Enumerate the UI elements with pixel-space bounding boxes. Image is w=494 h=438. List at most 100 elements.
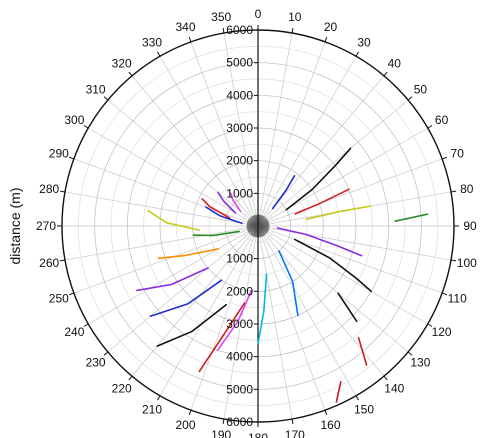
series-line bbox=[157, 248, 220, 260]
angle-tick-label: 270 bbox=[36, 219, 56, 233]
angle-tick-mark bbox=[103, 96, 109, 101]
angle-tick-mark bbox=[427, 125, 433, 129]
angle-tick-mark bbox=[59, 190, 66, 193]
angle-gridline bbox=[261, 236, 326, 411]
angle-tick-mark bbox=[59, 259, 66, 262]
angle-tick-label: 150 bbox=[354, 403, 374, 417]
angle-tick-mark bbox=[68, 156, 74, 160]
radial-tick-label: 5000 bbox=[226, 382, 253, 396]
series-line bbox=[198, 302, 246, 373]
angle-gridline bbox=[159, 235, 253, 396]
angle-tick-label: 350 bbox=[211, 10, 231, 24]
angle-gridline bbox=[64, 227, 247, 261]
angle-tick-mark bbox=[188, 410, 192, 416]
angle-gridline bbox=[259, 237, 293, 420]
angle-gridline bbox=[131, 234, 251, 377]
angle-gridline bbox=[267, 127, 428, 221]
series-line bbox=[229, 192, 242, 213]
angle-gridline bbox=[265, 234, 385, 377]
angle-tick-label: 140 bbox=[384, 381, 404, 395]
angle-gridline bbox=[266, 233, 409, 353]
angle-tick-label: 50 bbox=[414, 83, 428, 97]
angle-tick-mark bbox=[291, 418, 294, 425]
angle-gridline bbox=[223, 237, 257, 420]
angle-tick-mark bbox=[450, 259, 457, 262]
angle-tick-label: 230 bbox=[86, 355, 106, 369]
radial-tick-label: 6000 bbox=[226, 415, 253, 429]
angle-gridline bbox=[107, 99, 250, 219]
angle-tick-label: 130 bbox=[410, 355, 430, 369]
angle-tick-label: 290 bbox=[49, 147, 69, 161]
series-line bbox=[335, 381, 342, 403]
radial-tick-label: 3000 bbox=[226, 121, 253, 135]
angle-gridline bbox=[267, 231, 428, 325]
angle-tick-label: 220 bbox=[112, 381, 132, 395]
angle-gridline bbox=[223, 32, 257, 215]
series-line bbox=[294, 188, 350, 215]
series-line bbox=[192, 230, 240, 237]
angle-tick-mark bbox=[188, 36, 192, 42]
series-line bbox=[217, 191, 237, 214]
angle-tick-label: 190 bbox=[211, 428, 231, 438]
angle-tick-label: 110 bbox=[448, 292, 467, 306]
radial-tick-label: 5000 bbox=[226, 56, 253, 70]
angle-tick-mark bbox=[222, 27, 225, 34]
angle-tick-mark bbox=[355, 395, 359, 401]
series-line bbox=[149, 279, 223, 318]
angle-tick-mark bbox=[68, 292, 74, 296]
angle-tick-label: 30 bbox=[357, 35, 371, 49]
series-line bbox=[278, 250, 299, 317]
angle-tick-mark bbox=[83, 323, 89, 327]
series-line bbox=[285, 147, 352, 211]
series-line bbox=[257, 273, 268, 345]
angle-gridline bbox=[190, 236, 255, 411]
angle-tick-label: 320 bbox=[112, 57, 132, 71]
angle-tick-label: 70 bbox=[451, 147, 465, 161]
angle-tick-labels: 0 10 20 30 40 50 60 70 80 90 100 110 120 130 140 150 160… bbox=[36, 7, 477, 438]
angle-gridline bbox=[190, 41, 255, 216]
radial-tick-label: 4000 bbox=[226, 350, 253, 364]
series-line bbox=[216, 290, 252, 352]
angle-tick-label: 10 bbox=[288, 10, 302, 24]
angle-gridline bbox=[159, 56, 253, 217]
angle-gridline bbox=[265, 75, 385, 218]
series-line bbox=[205, 206, 243, 224]
angle-tick-label: 170 bbox=[285, 428, 305, 438]
angle-tick-mark bbox=[83, 125, 89, 129]
angle-tick-mark bbox=[407, 351, 413, 356]
angle-gridline bbox=[64, 191, 247, 225]
angle-tick-mark bbox=[128, 375, 133, 381]
radial-tick-label: 4000 bbox=[226, 88, 253, 102]
angle-tick-label: 0 bbox=[255, 7, 262, 21]
angle-tick-mark bbox=[157, 51, 161, 57]
radial-tick-label: 3000 bbox=[226, 317, 253, 331]
series-line bbox=[337, 292, 358, 323]
angle-tick-label: 120 bbox=[432, 325, 452, 339]
series-line bbox=[276, 227, 363, 257]
angle-tick-label: 250 bbox=[49, 292, 69, 306]
angle-tick-label: 280 bbox=[39, 182, 59, 196]
series-line bbox=[147, 209, 201, 231]
angle-tick-label: 80 bbox=[460, 182, 474, 196]
radial-tick-labels: 1000 1000 2000 2000 3000 3000 4000 4000 5000 5000… bbox=[226, 23, 253, 429]
angle-tick-label: 260 bbox=[39, 256, 59, 270]
angle-tick-label: 330 bbox=[142, 35, 162, 49]
angle-tick-mark bbox=[222, 418, 225, 425]
angle-tick-mark bbox=[407, 96, 413, 101]
angle-gridline bbox=[266, 99, 409, 219]
radial-tick-label: 1000 bbox=[226, 186, 253, 200]
angle-gridline bbox=[263, 235, 357, 396]
angle-gridline bbox=[88, 231, 249, 325]
angle-tick-label: 240 bbox=[64, 325, 84, 339]
series-line bbox=[357, 336, 368, 366]
angle-gridline bbox=[261, 41, 326, 216]
angle-tick-label: 310 bbox=[86, 83, 106, 97]
angle-tick-label: 60 bbox=[435, 113, 449, 127]
angle-tick-label: 100 bbox=[457, 256, 477, 270]
angle-tick-label: 300 bbox=[64, 113, 84, 127]
series-line bbox=[156, 303, 227, 347]
angle-tick-mark bbox=[291, 27, 294, 34]
angle-tick-mark bbox=[442, 292, 448, 296]
angle-tick-mark bbox=[355, 51, 359, 57]
